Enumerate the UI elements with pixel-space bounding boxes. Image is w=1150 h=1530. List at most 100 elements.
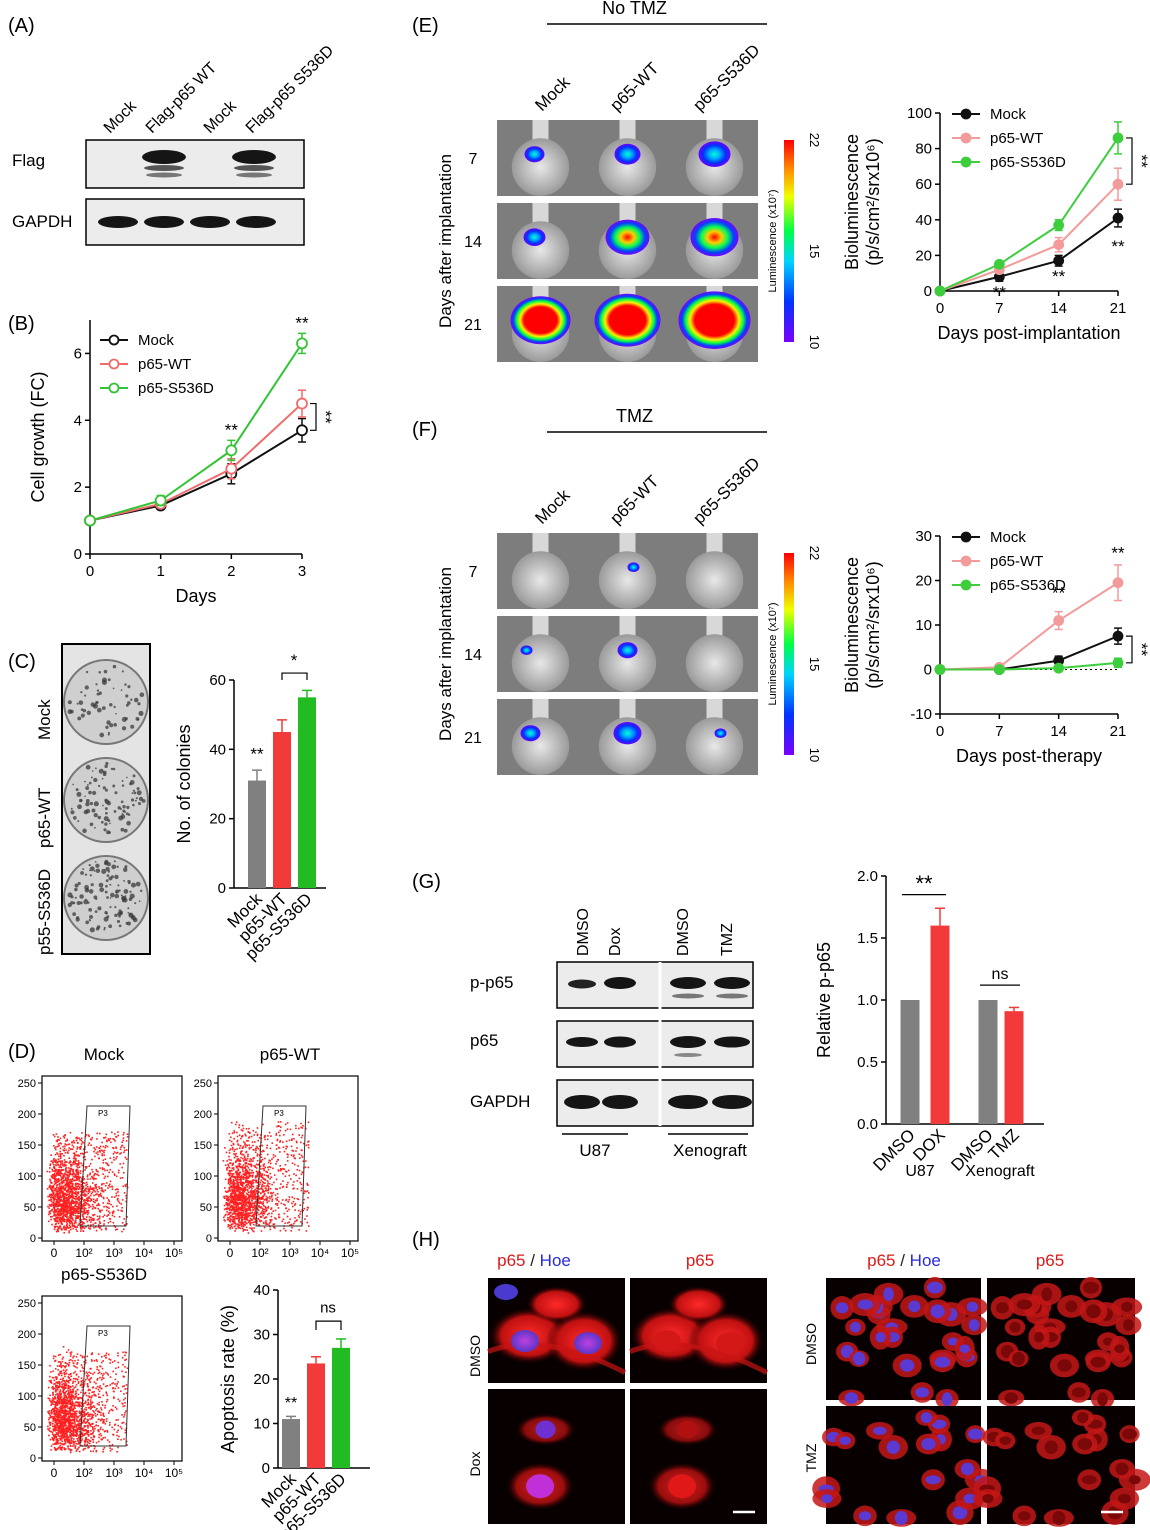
flow-event	[68, 1175, 70, 1177]
flow-event	[112, 1386, 115, 1389]
colony-dot	[114, 874, 119, 880]
flow-event	[56, 1439, 59, 1442]
flow-event	[243, 1202, 245, 1205]
flow-event	[251, 1196, 254, 1198]
flow-event	[49, 1184, 51, 1187]
flow-event	[296, 1168, 299, 1171]
flow-event	[87, 1439, 90, 1441]
flow-event	[78, 1155, 81, 1157]
flow-event	[73, 1191, 76, 1194]
flow-event	[50, 1449, 52, 1451]
flow-event	[64, 1215, 67, 1218]
flow-event	[72, 1427, 74, 1430]
flow-event	[232, 1173, 235, 1175]
colony-dot	[106, 896, 109, 899]
flow-event	[121, 1141, 124, 1144]
colony-dot	[108, 924, 113, 929]
flow-event	[59, 1397, 62, 1399]
flow-event	[59, 1361, 61, 1363]
flow-dots	[222, 1121, 310, 1234]
flow-event	[69, 1216, 72, 1218]
flow-event	[62, 1400, 65, 1403]
flow-event	[72, 1377, 75, 1380]
flow-event	[249, 1201, 251, 1204]
flow-event	[53, 1189, 56, 1192]
flow-event	[290, 1223, 293, 1226]
flow-event	[61, 1203, 63, 1205]
blot-row-label: Flag	[12, 151, 45, 170]
flow-event	[231, 1220, 234, 1223]
flow-event	[109, 1384, 111, 1386]
flow-event	[68, 1421, 70, 1423]
flow-event	[95, 1394, 97, 1397]
flow-event	[56, 1422, 59, 1425]
flow-event	[281, 1199, 284, 1201]
flow-event	[230, 1140, 233, 1143]
flow-event	[77, 1197, 80, 1200]
flow-event	[122, 1351, 124, 1354]
flow-event	[256, 1211, 259, 1214]
flow-event	[97, 1207, 100, 1210]
flow-event	[271, 1198, 274, 1201]
flow-event	[273, 1181, 275, 1184]
flow-event	[230, 1211, 232, 1214]
flow-event	[73, 1207, 76, 1210]
flow-event	[241, 1194, 244, 1196]
flow-event	[236, 1215, 239, 1217]
flow-event	[53, 1166, 56, 1169]
flow-event	[300, 1154, 303, 1157]
flow-event	[98, 1210, 101, 1213]
flow-event	[226, 1167, 228, 1170]
y-tick-label: 150	[18, 1140, 36, 1152]
flow-event	[236, 1131, 238, 1134]
flow-event	[90, 1198, 93, 1201]
flow-event	[84, 1194, 87, 1197]
flow-event	[81, 1132, 83, 1134]
flow-event	[231, 1198, 233, 1200]
flow-event	[78, 1212, 81, 1214]
flow-event	[72, 1197, 75, 1200]
flow-event	[71, 1148, 74, 1151]
flow-event	[122, 1185, 125, 1188]
flow-event	[68, 1186, 71, 1189]
flow-event	[236, 1196, 239, 1199]
flow-event	[72, 1152, 75, 1155]
flow-event	[244, 1202, 247, 1204]
flow-event	[228, 1166, 231, 1169]
colony-dot	[91, 808, 96, 813]
flow-event	[266, 1171, 269, 1174]
flow-event	[98, 1433, 101, 1436]
flow-event	[71, 1222, 73, 1225]
flow-event	[91, 1386, 94, 1389]
flow-event	[291, 1139, 293, 1141]
flow-event	[252, 1198, 255, 1200]
flow-event	[70, 1182, 72, 1184]
flow-event	[106, 1164, 109, 1166]
flow-event	[102, 1437, 105, 1439]
flow-event	[227, 1182, 230, 1185]
flow-event	[255, 1145, 258, 1148]
colony-dot	[77, 881, 81, 886]
flow-event	[116, 1431, 118, 1433]
flow-event	[289, 1128, 292, 1131]
flow-event	[79, 1230, 82, 1232]
flow-event	[248, 1198, 251, 1201]
flow-event	[100, 1195, 103, 1198]
flow-event	[51, 1189, 53, 1192]
flow-event	[263, 1199, 266, 1201]
flow-event	[239, 1163, 241, 1165]
flow-event	[244, 1166, 247, 1168]
flow-event	[78, 1186, 81, 1188]
flow-event	[90, 1188, 93, 1190]
flow-event	[102, 1196, 105, 1199]
flow-event	[87, 1196, 90, 1199]
flow-event	[83, 1412, 85, 1414]
flow-event	[87, 1389, 90, 1392]
flow-event	[83, 1199, 86, 1201]
flow-event	[90, 1138, 93, 1141]
flow-event	[232, 1191, 235, 1194]
flow-event	[279, 1187, 281, 1189]
flow-event	[235, 1187, 237, 1190]
flow-event	[283, 1168, 285, 1171]
flow-event	[60, 1227, 63, 1230]
